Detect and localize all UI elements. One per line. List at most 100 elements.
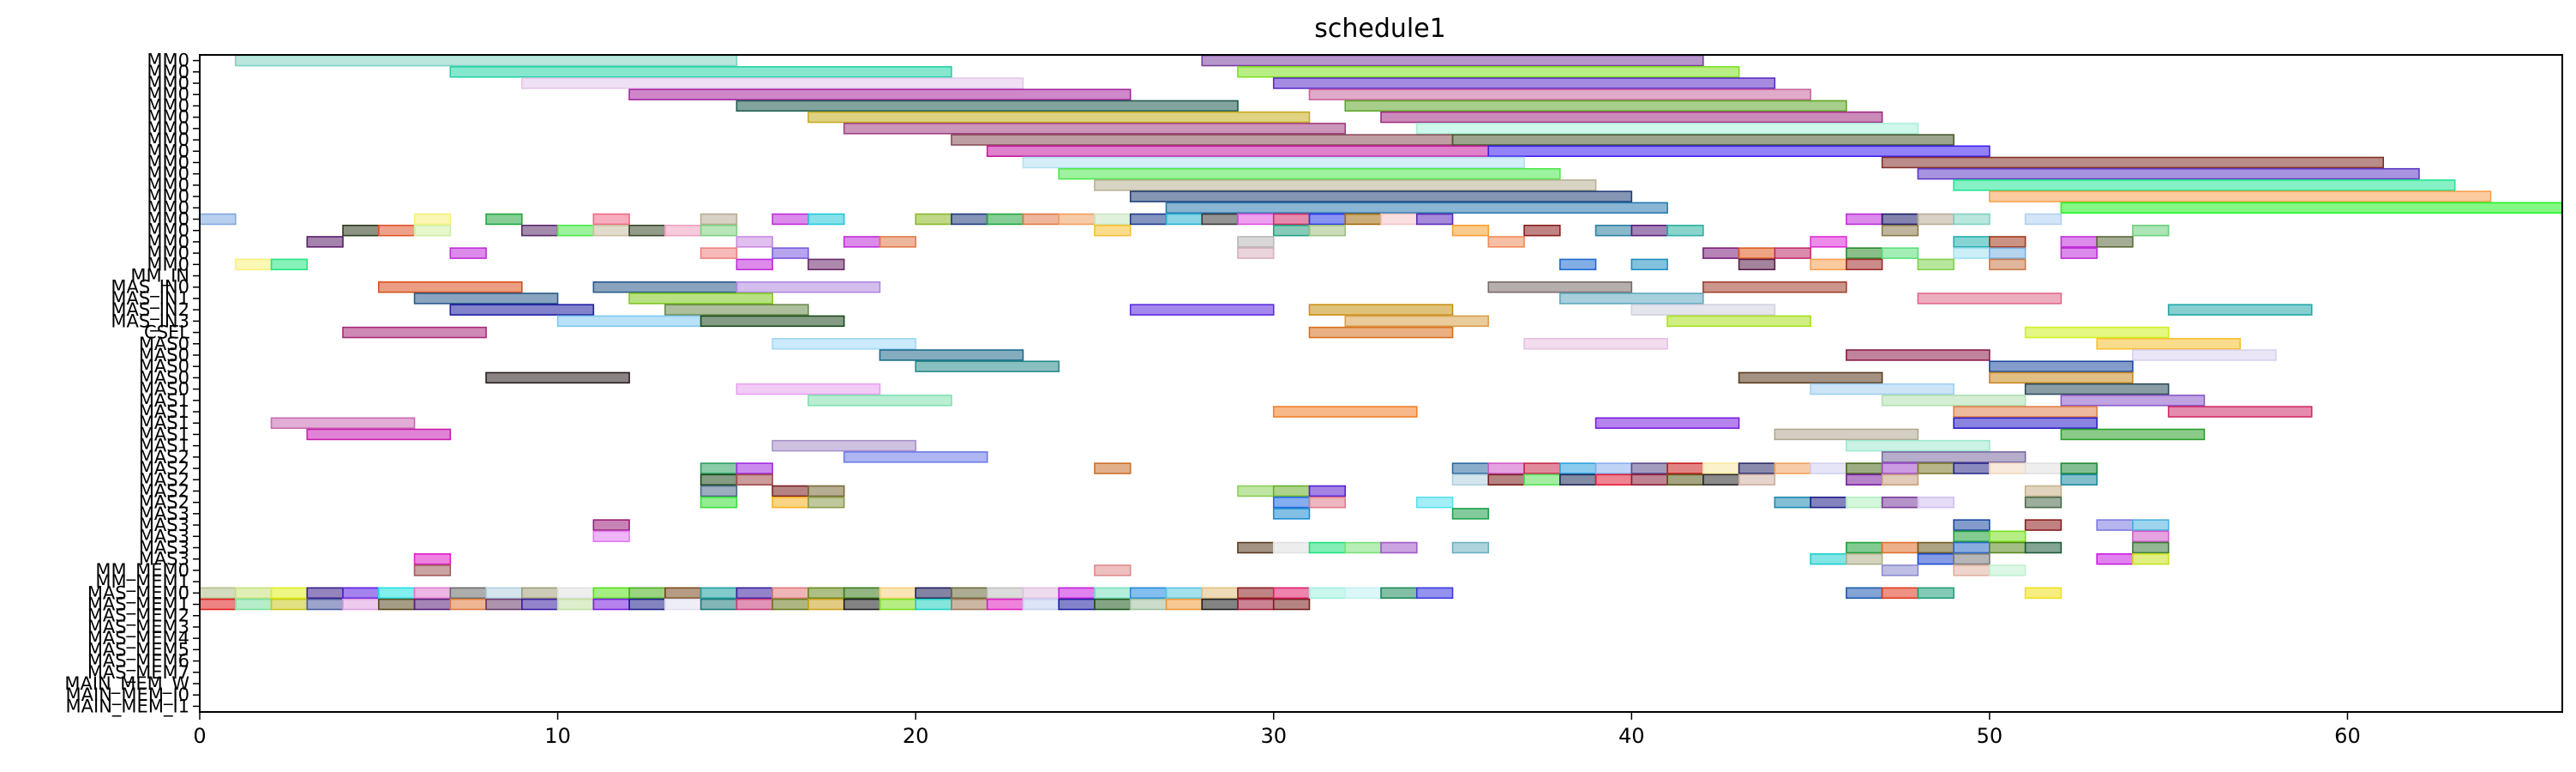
task-bar [1022,587,1060,600]
task-bar [664,224,702,237]
task-bar [234,258,273,271]
task-bar [2132,530,2170,543]
task-bar [2060,428,2206,441]
task-bar [1881,587,1919,600]
task-bar [521,77,1024,89]
y-tick-label: MM0 [147,164,189,184]
task-bar [915,598,952,611]
task-bar [1630,304,1776,316]
task-bar [1666,224,1704,237]
y-tick-label: CSEL [144,323,189,343]
task-bar [485,213,523,226]
task-bar [986,587,1024,600]
task-bar [413,552,452,565]
task-bar [915,213,952,226]
task-bar [772,338,916,350]
x-tick-label: 20 [903,724,929,748]
y-tick-label: MM0 [147,62,189,82]
task-bar [1917,462,1955,474]
task-bar [1953,417,2098,429]
task-bar [1094,462,1132,474]
task-bar [1881,247,1919,259]
task-bar [2060,202,2563,214]
task-bar [2024,485,2063,498]
task-bar [1308,88,1811,100]
task-bar [1272,224,1311,237]
y-tick-label: MAS_IN1 [111,288,189,310]
task-bar [1881,213,1919,226]
y-tick-label: MAS_MEM7 [87,662,189,684]
task-bar [1989,564,2027,576]
task-bar [1201,587,1239,600]
task-bar [736,236,773,248]
y-tick-label: MM0 [147,84,189,105]
task-bar [772,247,809,259]
task-bar [1380,213,1418,226]
y-tick-label: MAS1 [139,401,189,422]
task-bar [2096,552,2134,565]
task-bar [1451,462,1490,474]
task-bar [2167,406,2313,418]
task-bar [1953,247,1991,259]
task-bar [736,100,1239,112]
task-bar [2096,338,2241,350]
task-bar [1451,224,1490,237]
y-tick-label: MAS3 [139,515,189,535]
y-tick-label: MAS0 [139,379,189,400]
task-bar [736,587,773,600]
task-bar [1666,462,1704,474]
task-bar [2132,224,2170,237]
task-bar [1738,258,1776,271]
task-bar [2024,462,2063,474]
task-bar [1846,258,1883,271]
task-bar [986,213,1024,226]
task-bar [700,485,738,498]
task-bar [664,598,702,611]
task-bar [1666,473,1704,486]
task-bar [306,598,344,611]
chart-title: schedule1 [1314,14,1446,44]
task-bar [1881,496,1919,509]
task-bar [1846,439,1991,452]
task-bar [306,236,344,248]
task-bar [1881,462,1919,474]
task-bar [951,587,988,600]
task-bar [1415,123,1919,135]
task-bar [2024,326,2170,339]
task-bar [700,213,738,226]
task-bar [628,598,666,611]
task-bar [736,280,881,293]
task-bar [306,428,452,441]
task-bar [808,485,845,498]
task-bar [772,598,809,611]
task-bar [1380,111,1883,124]
task-bar [1272,213,1311,226]
task-bar [1237,213,1275,226]
task-bar [556,587,595,600]
task-bar [1308,213,1347,226]
x-axis: 0 10 20 30 40 50 60 [193,712,2361,748]
task-bar [1846,473,1883,486]
y-tick-label: MAS_MEM4 [87,628,189,649]
task-bar [736,383,881,395]
task-bar [2096,519,2134,531]
task-bar [1272,496,1311,509]
task-bar [1272,598,1311,611]
task-bar [1989,462,2027,474]
task-bar [592,519,630,531]
task-bar [2132,552,2170,565]
y-tick-label: MM0 [147,220,189,241]
task-bar [843,236,881,248]
task-bar [1917,293,2063,305]
task-bar [1558,293,1704,305]
task-bar [736,462,773,474]
task-bar [700,473,738,486]
task-bar [808,213,845,226]
task-bar [1953,213,1991,226]
task-bar [1774,428,1919,441]
task-bar [270,598,309,611]
task-bar [413,293,559,305]
task-bar [1738,371,1883,384]
task-bar [1810,552,1847,565]
